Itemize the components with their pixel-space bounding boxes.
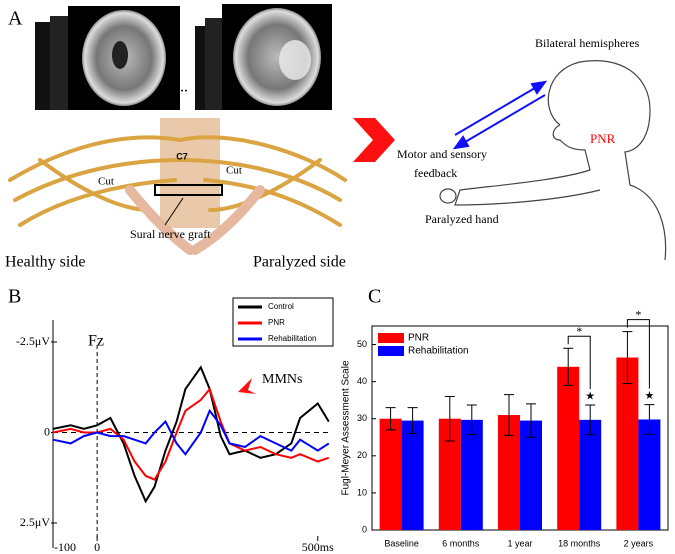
graft-label: Sural nerve graft [130,227,211,241]
bar [638,419,661,530]
star-mark: ★ [585,391,595,403]
mri-stack-right [195,4,332,110]
x-tick-label: 500ms [302,540,334,554]
big-arrow [353,118,395,162]
legend-label: Rehabilitation [408,346,469,357]
error-bar [466,404,477,436]
child-figure [439,60,667,261]
channel-label: Fz [88,333,104,350]
legend-label: PNR [268,318,285,327]
bar [616,357,639,530]
error-bar [385,407,396,431]
bar [401,420,424,530]
y-axis-label: Fugl-Meyer Assessment Scale [341,360,352,495]
cut-label: Cut [226,165,242,177]
x-tick-label: 18 months [558,538,601,548]
bar [460,419,483,530]
hemisphere-label: Bilateral hemispheres [535,36,640,50]
waveform [52,408,330,456]
x-tick-label: 6 months [442,538,480,548]
error-bar [407,407,418,435]
feedback-arrows [452,80,548,150]
significance-mark: * [576,324,582,338]
bar [498,415,520,530]
x-tick-label: 2 years [624,538,654,548]
significance-bracket [626,319,650,389]
error-bar [504,394,514,436]
y-tick-label: 20 [357,450,367,460]
side-label: Paralyzed side [253,254,346,271]
waveform [52,387,330,481]
bar [579,419,602,530]
y-tick-label: 30 [357,413,367,423]
y-tick-label: 0 [44,424,50,438]
panel-label: B [8,286,21,308]
error-bar [563,347,574,386]
star-mark: ★ [644,390,654,402]
legend-box [232,297,334,347]
bar [438,418,461,530]
graft-box [154,184,223,196]
nerve-diagram [8,118,347,255]
x-tick-label: 1 year [507,538,532,548]
waveform [52,365,330,504]
y-tick-label: 10 [357,487,367,497]
mri-stack-left [35,6,180,110]
annotation-arrow [238,378,256,394]
side-label: Healthy side [5,254,85,271]
bar [379,418,402,530]
legend-label: Control [268,302,294,311]
error-bar [622,331,633,384]
y-tick-label: -2.5μV [16,334,50,348]
legend-label: PNR [408,333,429,344]
x-tick-label: 0 [94,540,100,554]
y-tick-label: 0 [362,524,367,534]
x-tick-label: Baseline [384,538,419,548]
bar [520,420,542,530]
ellipsis: ... [176,79,188,96]
error-bar [585,404,596,436]
pnr-label: PNR [590,131,616,146]
panel-label: C [368,286,381,308]
panel-label: A [8,8,23,30]
significance-mark: * [635,307,641,321]
x-tick-label: -100 [54,540,76,554]
feedback-label: feedback [414,166,457,180]
bar [557,366,580,530]
y-tick-label: 50 [357,339,367,349]
y-tick-label: 2.5μV [20,515,50,529]
annotation: MMNs [262,372,302,387]
error-bar [526,403,536,438]
y-tick-label: 40 [357,376,367,386]
c7-label: C7 [176,151,188,161]
significance-bracket [567,335,591,390]
legend-swatch [378,333,404,343]
legend-label: Rehabilitation [268,334,316,343]
cut-label: Cut [98,176,114,188]
legend-swatch [378,346,404,356]
error-bar [644,404,655,435]
pointer-arrow [164,197,184,226]
hand-label: Paralyzed hand [425,212,499,226]
feedback-label: Motor and sensory [397,147,487,161]
error-bar [444,395,455,442]
